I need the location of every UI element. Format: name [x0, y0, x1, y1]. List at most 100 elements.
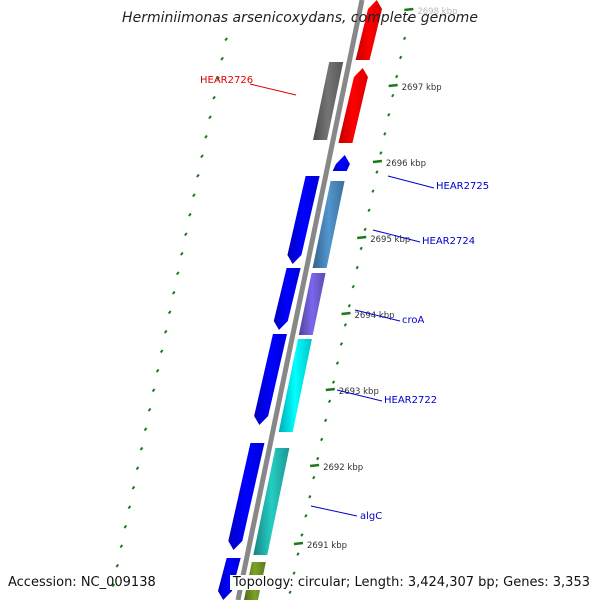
gene-feature: [228, 443, 265, 550]
major-tick: [388, 83, 398, 88]
ring-tick: [375, 170, 379, 174]
major-tick: [293, 541, 304, 546]
ring-dot: [175, 271, 180, 276]
ring-dot: [188, 212, 192, 217]
ring-dot: [167, 310, 172, 315]
outer-tick-ring: 2698 kbp 2697 kbp 2696 kbp 2695 kbp 2694 kbp…: [288, 7, 457, 595]
ring-tick: [359, 246, 363, 251]
gene-label[interactable]: algC: [360, 511, 382, 522]
ring-tick: [335, 361, 340, 365]
ring-dot: [184, 232, 188, 237]
ring-dot: [139, 446, 144, 451]
ring-dot: [159, 349, 164, 354]
label-leader-line: [336, 389, 383, 402]
ring-dot: [123, 524, 128, 529]
gene-feature: [312, 181, 345, 268]
major-tick: [309, 463, 320, 468]
ring-dot: [216, 76, 220, 81]
major-tick: [404, 7, 414, 12]
ring-dot: [147, 407, 152, 412]
gene-features: [217, 0, 382, 600]
major-tick: [341, 311, 351, 316]
ring-tick: [324, 418, 328, 423]
ring-tick: [288, 590, 292, 595]
gene-feature: [217, 558, 241, 600]
ring-tick: [351, 284, 355, 289]
tick-label: 2693 kbp: [339, 387, 379, 397]
label-leader-line: [310, 505, 358, 517]
ring-tick: [355, 265, 359, 270]
ring-tick: [327, 399, 332, 404]
tick-label: 2697 kbp: [402, 83, 442, 93]
ring-tick: [316, 456, 320, 461]
gene-label[interactable]: HEAR2726: [200, 75, 253, 86]
ring-tick: [379, 151, 383, 155]
label-leader-line: [249, 83, 297, 96]
gene-feature: [287, 176, 320, 264]
gene-label[interactable]: HEAR2722: [384, 395, 437, 406]
ring-dot: [192, 193, 196, 198]
gene-labels: HEAR2726 HEAR2725 HEAR2724 croA HEAR2722 algC: [200, 75, 489, 522]
ring-tick: [292, 571, 296, 575]
gene-label[interactable]: HEAR2725: [436, 181, 489, 192]
ring-dot: [155, 368, 160, 373]
ring-tick: [406, 17, 411, 22]
ring-dot: [220, 56, 224, 61]
ring-dot: [115, 563, 120, 568]
ring-tick: [399, 55, 403, 60]
ring-dot: [135, 466, 140, 471]
ring-tick: [387, 112, 391, 117]
ring-dot: [143, 427, 148, 432]
ring-tick: [320, 437, 324, 442]
tick-label: 2692 kbp: [323, 463, 363, 473]
major-tick: [325, 387, 335, 392]
accession-text: Accession: NC_009138: [8, 575, 156, 590]
gene-feature: [253, 448, 290, 555]
gene-label[interactable]: croA: [402, 315, 425, 326]
tick-label: 2698 kbp: [417, 7, 457, 17]
ring-tick: [371, 189, 375, 193]
genome-title: Herminiimonas arsenicoxydans, complete g…: [122, 10, 478, 26]
ring-dot: [119, 544, 124, 549]
ring-tick: [347, 303, 351, 308]
ring-dot: [204, 134, 208, 139]
gene-feature: [298, 273, 326, 335]
topology-info-text: Topology: circular; Length: 3,424,307 bp…: [229, 575, 590, 590]
major-tick: [357, 235, 367, 240]
ring-tick: [343, 323, 347, 327]
gene-feature: [332, 155, 350, 171]
ring-tick: [391, 93, 395, 98]
gene-label[interactable]: HEAR2724: [422, 236, 475, 247]
ring-dot: [131, 485, 136, 490]
ring-tick: [367, 208, 371, 213]
ring-tick: [308, 494, 312, 499]
ring-dot: [212, 95, 216, 100]
tick-label: 2696 kbp: [386, 159, 426, 169]
ring-tick: [331, 380, 336, 384]
gene-feature: [313, 62, 344, 140]
ring-dot: [196, 173, 200, 178]
gene-feature: [338, 68, 368, 143]
gene-feature: [254, 334, 287, 425]
major-tick: [372, 159, 383, 164]
ring-tick: [312, 475, 316, 480]
tick-label: 2691 kbp: [307, 541, 347, 551]
ring-dot: [151, 388, 156, 393]
gene-feature: [278, 339, 312, 432]
ring-dot: [224, 37, 228, 42]
ring-dot: [163, 329, 168, 334]
ring-dot: [171, 290, 176, 295]
ring-tick: [402, 36, 407, 41]
ring-dot: [180, 251, 184, 256]
label-leader-line: [354, 309, 401, 322]
ring-dot: [200, 154, 204, 159]
ring-tick: [363, 227, 367, 232]
label-leader-line: [387, 175, 435, 189]
ring-tick: [339, 342, 344, 346]
gene-feature: [355, 0, 382, 60]
label-leader-line: [372, 229, 421, 243]
tick-label: 2695 kbp: [370, 235, 410, 245]
ring-tick: [383, 132, 387, 136]
ring-tick: [395, 74, 399, 79]
